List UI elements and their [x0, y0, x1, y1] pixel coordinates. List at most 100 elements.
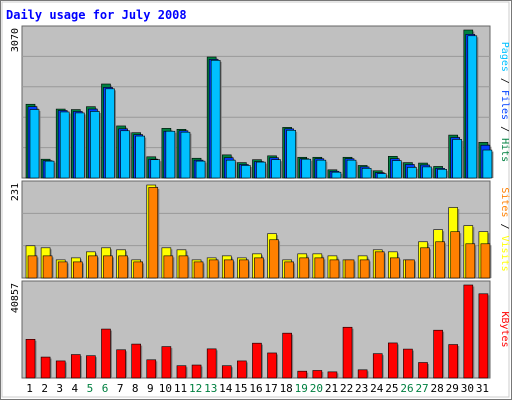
x-tick-label-day-14: 14: [219, 382, 233, 395]
legend-hits: Hits: [499, 138, 510, 162]
x-tick-label-day-12: 12: [189, 382, 202, 395]
legend-kbytes: KBytes: [499, 311, 510, 347]
x-tick-label-day-27: 27: [415, 382, 428, 395]
bar-pages-day-27: [422, 166, 432, 179]
bar-kbytes-day-18: [282, 332, 292, 379]
y-max-label: 231: [10, 183, 21, 201]
x-tick-label-day-7: 7: [117, 382, 124, 395]
x-tick-label-day-1: 1: [26, 382, 33, 395]
bar-kbytes-day-25: [388, 342, 398, 379]
bar-kbytes-day-28: [433, 329, 443, 379]
bar-kbytes-day-27: [418, 362, 428, 379]
bar-sites-day-2: [42, 255, 53, 279]
x-tick-label-day-13: 13: [204, 382, 217, 395]
bar-sites-day-3: [57, 261, 68, 279]
bar-sites-day-19: [299, 257, 310, 279]
bar-sites-day-18: [284, 261, 294, 279]
bar-pages-day-20: [316, 159, 327, 179]
x-tick-label-day-15: 15: [234, 382, 247, 395]
chart-inner-frame: [1, 1, 510, 398]
bar-sites-day-15: [239, 259, 249, 279]
bar-sites-day-30: [465, 243, 476, 279]
bar-kbytes-day-19: [297, 370, 308, 379]
bar-pages-day-31: [482, 149, 493, 179]
bar-kbytes-day-7: [116, 349, 126, 379]
bar-kbytes-day-12: [191, 364, 202, 379]
x-tick-label-day-25: 25: [385, 382, 398, 395]
bar-sites-day-16: [254, 257, 264, 279]
bar-kbytes-day-20: [312, 370, 323, 379]
x-tick-label-day-31: 31: [476, 382, 489, 395]
bar-kbytes-day-13: [206, 348, 217, 379]
bar-sites-day-8: [133, 261, 143, 279]
bar-sites-day-5: [88, 255, 98, 279]
bar-pages-day-17: [271, 159, 281, 179]
bar-pages-day-7: [120, 130, 130, 179]
bar-sites-day-26: [405, 259, 415, 279]
bar-pages-day-12: [195, 160, 206, 179]
bar-kbytes-day-5: [86, 355, 96, 379]
legend-separator: /: [499, 217, 510, 235]
chart-panel-pages-files-hits: 3070 Pages / Files / Hits: [10, 25, 510, 179]
chart-title: Daily usage for July 2008: [6, 8, 187, 22]
bar-sites-day-22: [344, 259, 355, 279]
x-tick-label-day-2: 2: [41, 382, 48, 395]
bar-pages-day-15: [241, 165, 251, 179]
legend-files: Files: [499, 90, 510, 120]
bar-pages-day-3: [59, 111, 70, 179]
bar-pages-day-16: [256, 161, 266, 179]
bar-sites-day-25: [390, 257, 400, 279]
bar-sites-day-7: [118, 255, 128, 279]
chart-panel-sites-visits: 231 Sites / Visits: [10, 180, 510, 279]
x-tick-label-day-29: 29: [446, 382, 459, 395]
x-tick-label-day-11: 11: [174, 382, 187, 395]
panel-legend-label: Sites / Visits: [499, 187, 510, 271]
bar-pages-day-11: [180, 131, 191, 179]
legend-separator: /: [499, 120, 510, 138]
bar-kbytes-day-16: [252, 342, 262, 379]
bar-kbytes-day-6: [101, 328, 111, 379]
y-max-label: 40857: [10, 283, 21, 313]
panel-legend-label: KBytes: [499, 311, 510, 347]
bar-kbytes-day-23: [357, 369, 368, 379]
bar-sites-day-6: [103, 255, 113, 279]
bar-pages-day-23: [361, 168, 372, 179]
x-tick-label-day-17: 17: [264, 382, 277, 395]
bar-pages-day-6: [105, 88, 115, 179]
bar-pages-day-18: [286, 129, 296, 179]
bar-pages-day-21: [331, 171, 342, 179]
bar-kbytes-day-22: [342, 326, 353, 379]
bar-kbytes-day-4: [70, 354, 81, 379]
bar-kbytes-day-30: [463, 284, 474, 379]
bar-sites-day-10: [163, 255, 174, 279]
bar-pages-day-10: [165, 130, 176, 179]
bar-pages-day-13: [210, 60, 221, 179]
legend-visits: Visits: [499, 236, 510, 272]
x-tick-label-day-22: 22: [340, 382, 353, 395]
bar-pages-day-8: [135, 135, 145, 179]
bar-pages-day-29: [452, 139, 463, 179]
bar-sites-day-21: [329, 259, 340, 279]
x-tick-label-day-10: 10: [159, 382, 172, 395]
x-tick-label-day-19: 19: [295, 382, 308, 395]
chart-panel-kbytes: 40857 KBytes: [10, 280, 510, 379]
x-tick-label-day-20: 20: [310, 382, 323, 395]
bar-kbytes-day-8: [131, 343, 141, 379]
bar-kbytes-day-21: [327, 371, 338, 379]
y-max-label: 3070: [10, 28, 21, 52]
bar-pages-day-30: [467, 35, 478, 179]
bar-pages-day-19: [301, 158, 312, 179]
bar-kbytes-day-9: [146, 359, 157, 379]
x-tick-label-day-28: 28: [431, 382, 444, 395]
bar-sites-day-1: [27, 255, 38, 279]
bar-kbytes-day-15: [237, 360, 247, 379]
bar-sites-day-24: [374, 251, 385, 279]
panel-legend-label: Pages / Files / Hits: [499, 42, 510, 162]
x-tick-label-day-4: 4: [72, 382, 79, 395]
x-tick-label-day-8: 8: [132, 382, 139, 395]
x-axis-day-labels: 1 2 3 4 5 6 7 8 9 10 11 12 13 14 15 16 17 18 19 20 21 22 23 24 2…: [26, 382, 489, 395]
legend-sites: Sites: [499, 187, 510, 217]
x-tick-label-day-9: 9: [147, 382, 154, 395]
